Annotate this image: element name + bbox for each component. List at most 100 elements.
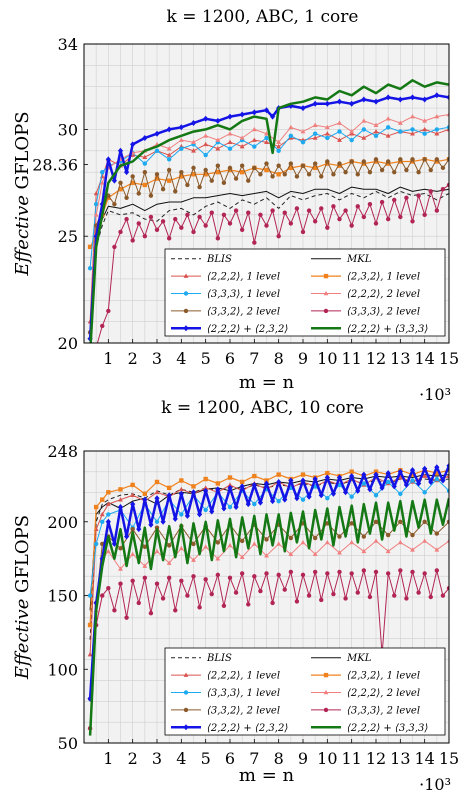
x-tick-label: 8 [274,349,284,368]
x-tick-label: 3 [152,749,162,768]
data-point [179,146,184,151]
data-point [142,575,148,581]
data-point [269,498,276,505]
data-point [111,540,118,547]
data-point [410,114,415,119]
data-point [276,234,281,239]
data-point [276,143,282,149]
data-point [136,526,142,533]
data-point [154,130,160,137]
y-tick-label: 100 [47,660,78,679]
x-axis-label: m = n [239,372,295,393]
data-point [404,167,409,173]
data-point [263,480,270,487]
data-point [142,182,148,188]
series-line-8 [89,570,449,729]
data-point [99,201,105,208]
x-tick-label: 2 [128,749,138,768]
data-point [355,172,360,177]
data-point [160,518,166,525]
data-point [331,591,336,597]
data-point [282,172,287,177]
data-point [191,484,196,489]
data-point [148,521,154,528]
x-tick-label: 2 [128,349,138,368]
data-point [306,172,312,177]
data-point [434,531,440,536]
data-point [269,113,276,120]
data-point [105,518,111,525]
data-point [215,481,221,486]
data-point [203,152,208,158]
data-point [239,227,245,233]
data-point [415,480,422,487]
series-line-3 [89,128,449,322]
data-point [118,497,123,502]
data-point [123,533,130,540]
data-point [203,223,208,228]
data-point [337,129,342,134]
data-point [215,117,221,124]
data-point [178,137,184,142]
data-point [324,474,330,481]
data-point [166,492,172,499]
data-point [422,96,428,103]
data-point [179,478,184,483]
data-point [410,472,415,477]
legend-marker [323,672,329,678]
data-point [118,229,123,235]
x-axis-label: m = n [239,765,295,786]
data-point [300,477,306,484]
legend-label: ⟨2,2,2⟩ + ⟨3,3,3⟩ [347,324,428,335]
data-point [233,590,239,595]
data-point [252,501,257,507]
data-point [118,546,123,551]
legend-label: MKL [346,254,372,265]
data-point [227,131,233,136]
series-line-1 [90,190,449,343]
data-point [227,165,233,171]
chart-title: k = 1200, ABC, 1 core [167,7,359,27]
data-point [245,501,251,508]
data-point [264,167,269,173]
legend-marker [183,273,189,278]
data-point [385,116,391,121]
data-point [349,100,355,107]
data-point [105,156,111,163]
data-point [392,197,397,203]
data-point [221,603,227,609]
data-point [422,490,427,495]
data-point [203,141,209,147]
legend-marker [183,707,189,713]
x-tick-label: 13 [390,349,410,368]
data-point [373,122,379,127]
data-point [385,479,391,485]
data-point [166,157,172,162]
data-point [385,470,391,477]
data-point [325,225,330,230]
data-point [337,569,342,575]
data-point [166,575,172,581]
data-point [385,133,391,138]
data-point [252,240,257,245]
data-point [154,581,160,586]
legend-label: ⟨2,2,2⟩ + ⟨2,3,2⟩ [207,324,288,335]
data-point [215,236,221,241]
x-axis-multiplier: ·10³ [419,775,451,794]
data-point [123,169,130,176]
data-point [306,493,312,500]
data-point [276,478,282,485]
data-point [446,125,449,130]
data-point [325,159,330,164]
data-point [276,498,281,504]
data-point [246,178,251,183]
data-point [191,574,196,579]
data-point [398,519,403,524]
data-point [203,577,208,582]
data-point [312,131,318,136]
y-tick-label: 200 [47,513,78,532]
data-point [398,157,403,162]
data-point [446,126,449,132]
data-point [148,193,154,198]
